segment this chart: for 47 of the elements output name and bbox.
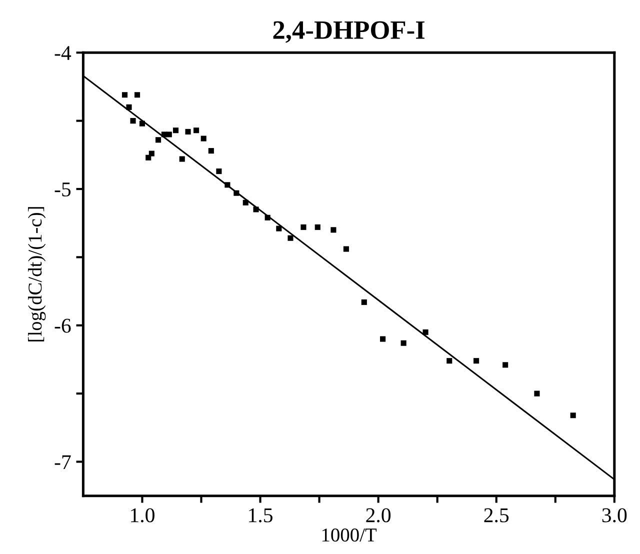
point bbox=[570, 412, 576, 418]
point bbox=[534, 390, 540, 396]
point bbox=[234, 190, 240, 196]
y-tick-label: -7 bbox=[54, 455, 71, 469]
point bbox=[134, 92, 140, 98]
y-tick-label: -5 bbox=[54, 182, 71, 196]
chart-title: 2,4-DHPOF-I bbox=[273, 21, 425, 43]
point bbox=[300, 224, 306, 230]
point bbox=[276, 226, 282, 232]
point bbox=[208, 148, 214, 154]
point bbox=[224, 182, 230, 188]
x-axis-title: 1000/T bbox=[322, 528, 377, 542]
point bbox=[474, 358, 480, 364]
x-tick-label: 1.5 bbox=[249, 508, 272, 522]
x-tick-label: 2.5 bbox=[484, 508, 509, 522]
point bbox=[446, 358, 452, 364]
point bbox=[253, 206, 259, 212]
point bbox=[264, 214, 270, 220]
x-tick-label: 3.0 bbox=[602, 508, 627, 522]
point bbox=[330, 227, 336, 233]
point bbox=[194, 128, 200, 134]
point bbox=[242, 200, 248, 206]
point bbox=[502, 362, 508, 368]
y-tick-label: -4 bbox=[54, 46, 72, 60]
y-axis-title: [log(dC/dt)/(1-c)] bbox=[28, 207, 46, 342]
point bbox=[400, 340, 406, 346]
point bbox=[216, 168, 222, 174]
point bbox=[380, 336, 386, 342]
point bbox=[148, 150, 154, 156]
y-tick-label: -6 bbox=[54, 318, 71, 333]
point bbox=[288, 235, 294, 241]
point bbox=[172, 128, 179, 134]
point bbox=[130, 118, 136, 124]
point bbox=[314, 224, 320, 230]
point bbox=[422, 329, 428, 335]
point bbox=[361, 299, 367, 305]
point bbox=[126, 104, 132, 110]
point bbox=[122, 92, 128, 98]
point bbox=[156, 137, 162, 143]
point bbox=[139, 120, 145, 126]
point bbox=[343, 246, 349, 252]
point bbox=[200, 136, 206, 142]
point bbox=[179, 156, 185, 162]
point bbox=[185, 128, 191, 134]
x-tick-label: 1.0 bbox=[131, 508, 154, 522]
point bbox=[166, 132, 172, 138]
x-tick-label: 2.0 bbox=[366, 508, 391, 522]
